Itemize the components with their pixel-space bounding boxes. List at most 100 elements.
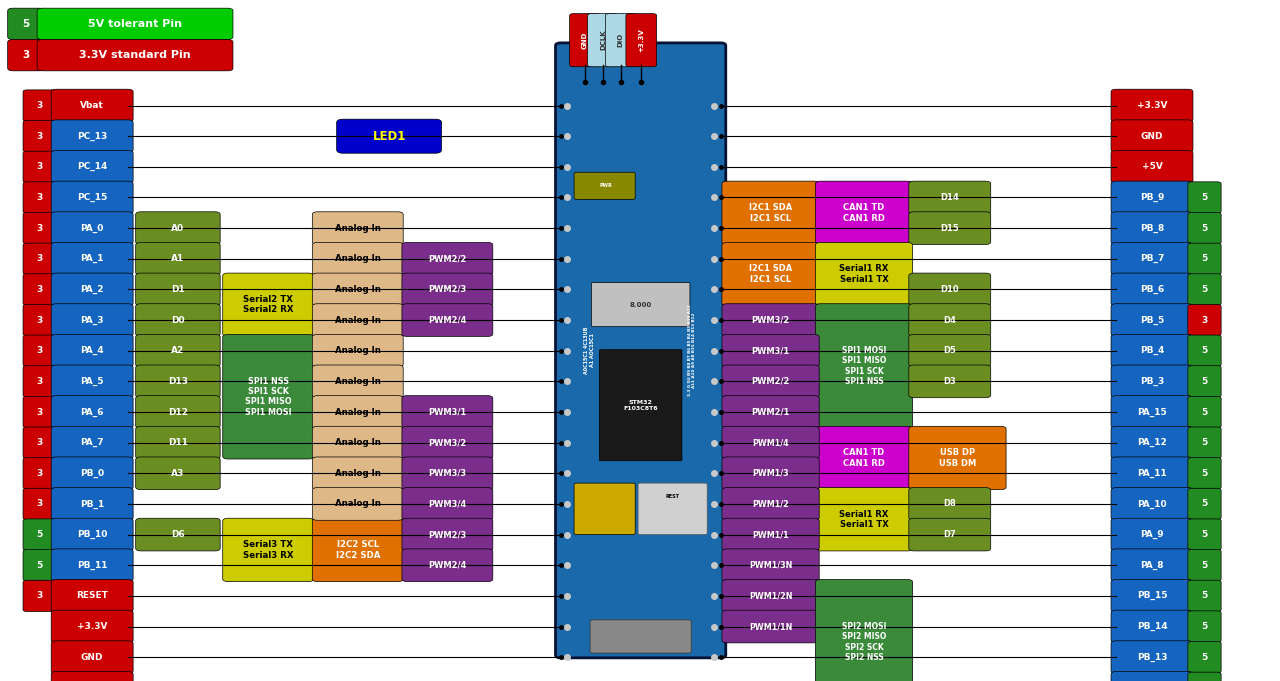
- FancyBboxPatch shape: [51, 151, 133, 183]
- FancyBboxPatch shape: [588, 14, 618, 67]
- FancyBboxPatch shape: [51, 365, 133, 398]
- Text: PWM2/1: PWM2/1: [751, 407, 790, 417]
- Text: PA_7: PA_7: [81, 438, 104, 447]
- FancyBboxPatch shape: [722, 549, 819, 582]
- FancyBboxPatch shape: [23, 335, 56, 366]
- Text: PWM3/1: PWM3/1: [429, 407, 466, 417]
- FancyBboxPatch shape: [51, 549, 133, 582]
- Text: PA_4: PA_4: [81, 346, 104, 355]
- FancyBboxPatch shape: [575, 172, 635, 200]
- FancyBboxPatch shape: [1111, 671, 1193, 681]
- Text: PC_14: PC_14: [77, 162, 108, 172]
- Text: 3: 3: [37, 131, 42, 141]
- FancyBboxPatch shape: [23, 427, 56, 458]
- FancyBboxPatch shape: [1111, 120, 1193, 153]
- Text: 5: 5: [1202, 652, 1207, 662]
- Text: PB_8: PB_8: [1140, 223, 1164, 233]
- Text: PB_0: PB_0: [81, 469, 104, 478]
- FancyBboxPatch shape: [1188, 212, 1221, 244]
- FancyBboxPatch shape: [136, 426, 220, 459]
- FancyBboxPatch shape: [1188, 672, 1221, 681]
- Text: PA_15: PA_15: [1137, 407, 1167, 417]
- FancyBboxPatch shape: [51, 273, 133, 306]
- FancyBboxPatch shape: [402, 304, 493, 336]
- FancyBboxPatch shape: [815, 426, 913, 490]
- Text: 5: 5: [1202, 377, 1207, 386]
- FancyBboxPatch shape: [575, 483, 635, 535]
- FancyBboxPatch shape: [312, 488, 403, 520]
- Text: 5: 5: [1202, 223, 1207, 233]
- Text: A0: A0: [172, 223, 184, 233]
- Text: SPI1 MOSI
SPI1 MISO
SPI1 SCK
SPI1 NSS: SPI1 MOSI SPI1 MISO SPI1 SCK SPI1 NSS: [842, 346, 886, 386]
- FancyBboxPatch shape: [1188, 458, 1221, 489]
- Text: PB_6: PB_6: [1140, 285, 1164, 294]
- Text: PB_10: PB_10: [77, 530, 108, 539]
- Text: Analog In: Analog In: [335, 254, 380, 264]
- FancyBboxPatch shape: [722, 580, 819, 612]
- Text: 5: 5: [1202, 193, 1207, 202]
- FancyBboxPatch shape: [1111, 181, 1193, 214]
- Text: LED1: LED1: [372, 129, 406, 143]
- Text: GND: GND: [1140, 131, 1164, 141]
- FancyBboxPatch shape: [37, 8, 233, 39]
- FancyBboxPatch shape: [223, 518, 314, 582]
- FancyBboxPatch shape: [1111, 641, 1193, 674]
- Text: Serial2 TX
Serial2 RX: Serial2 TX Serial2 RX: [243, 295, 293, 315]
- Text: STM32
F103C8T6: STM32 F103C8T6: [623, 400, 658, 411]
- FancyBboxPatch shape: [1188, 488, 1221, 520]
- FancyBboxPatch shape: [909, 365, 991, 398]
- FancyBboxPatch shape: [1188, 611, 1221, 642]
- Text: Analog In: Analog In: [335, 223, 380, 233]
- FancyBboxPatch shape: [722, 457, 819, 490]
- Text: PB_4: PB_4: [1139, 346, 1165, 355]
- FancyBboxPatch shape: [136, 334, 220, 367]
- Text: D13: D13: [168, 377, 188, 386]
- Text: 3: 3: [37, 101, 42, 110]
- Text: PWM1/1N: PWM1/1N: [749, 622, 792, 631]
- FancyBboxPatch shape: [909, 426, 1006, 490]
- Text: D5: D5: [943, 346, 956, 355]
- FancyBboxPatch shape: [23, 304, 56, 336]
- Text: Analog In: Analog In: [335, 469, 380, 478]
- Text: PA_0: PA_0: [81, 223, 104, 233]
- FancyBboxPatch shape: [590, 620, 691, 653]
- Text: 5: 5: [1202, 254, 1207, 264]
- Text: GND: GND: [582, 31, 588, 49]
- FancyBboxPatch shape: [223, 334, 314, 459]
- Text: PA_10: PA_10: [1137, 499, 1167, 509]
- FancyBboxPatch shape: [37, 39, 233, 71]
- FancyBboxPatch shape: [23, 580, 56, 612]
- Text: A2: A2: [172, 346, 184, 355]
- Text: D10: D10: [941, 285, 959, 294]
- Text: 3: 3: [22, 50, 29, 60]
- Text: 3: 3: [37, 438, 42, 447]
- FancyBboxPatch shape: [722, 488, 819, 520]
- Text: 3.3 G 5U B9 B8 B7 B6 B5 B4 B3 A15 A12
A11 A10 A9 A8 B15 B14 B13 B12: 3.3 G 5U B9 B8 B7 B6 B5 B4 B3 A15 A12 A1…: [687, 304, 696, 396]
- Text: 3: 3: [37, 469, 42, 478]
- Text: I2C1 SDA
I2C1 SCL: I2C1 SDA I2C1 SCL: [749, 203, 792, 223]
- Text: 5: 5: [1202, 530, 1207, 539]
- FancyBboxPatch shape: [402, 488, 493, 520]
- Text: PWM3/4: PWM3/4: [429, 499, 466, 509]
- Text: PWM2/4: PWM2/4: [429, 315, 466, 325]
- FancyBboxPatch shape: [722, 426, 819, 459]
- FancyBboxPatch shape: [51, 396, 133, 428]
- FancyBboxPatch shape: [51, 457, 133, 490]
- FancyBboxPatch shape: [51, 212, 133, 244]
- FancyBboxPatch shape: [312, 304, 403, 336]
- Text: +3.3V: +3.3V: [77, 622, 108, 631]
- FancyBboxPatch shape: [23, 488, 56, 520]
- FancyBboxPatch shape: [51, 426, 133, 459]
- Text: D14: D14: [941, 193, 959, 202]
- FancyBboxPatch shape: [223, 273, 314, 336]
- Text: RESET: RESET: [77, 591, 108, 601]
- Text: PB_11: PB_11: [77, 560, 108, 570]
- Text: PWR: PWR: [599, 183, 612, 189]
- Text: Serial3 TX
Serial3 RX: Serial3 TX Serial3 RX: [243, 540, 293, 560]
- FancyBboxPatch shape: [1111, 151, 1193, 183]
- FancyBboxPatch shape: [1188, 366, 1221, 397]
- Text: D0: D0: [172, 315, 184, 325]
- Text: 3: 3: [37, 591, 42, 601]
- FancyBboxPatch shape: [1111, 488, 1193, 520]
- Text: 5: 5: [1202, 407, 1207, 417]
